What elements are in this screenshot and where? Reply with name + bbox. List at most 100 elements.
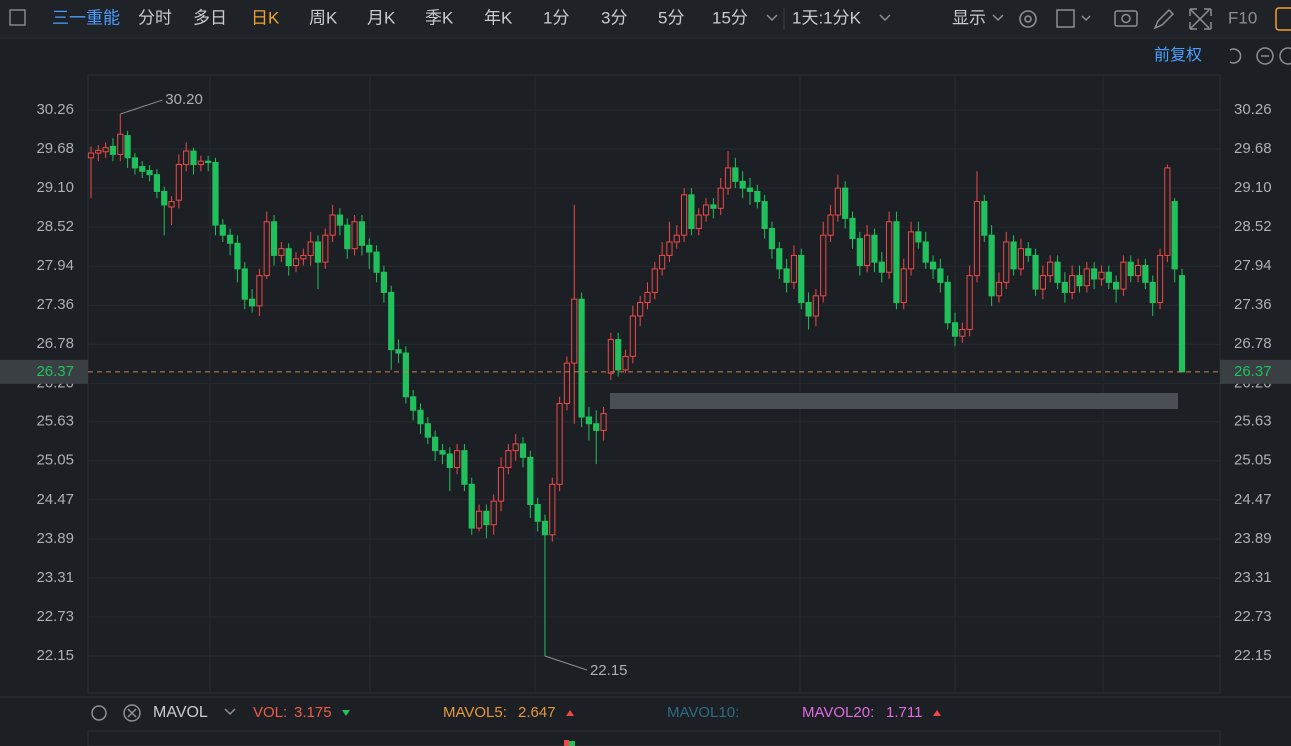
- indicator-close[interactable]: [123, 704, 141, 722]
- candle-body: [395, 349, 402, 354]
- y-tick-label-left: 29.68: [36, 140, 74, 157]
- period-tab[interactable]: 季K: [425, 8, 454, 27]
- candle-body: [864, 234, 871, 267]
- period-tab[interactable]: 分时: [138, 8, 172, 27]
- chevron[interactable]: [992, 14, 1004, 22]
- period-tab[interactable]: 多日: [193, 8, 227, 27]
- candle-body: [380, 271, 387, 293]
- interval[interactable]: 1天:1分K: [792, 8, 862, 27]
- candle-body: [981, 201, 988, 236]
- current-price-label-right: 26.37: [1234, 363, 1272, 380]
- camera-icon[interactable]: [1114, 10, 1138, 27]
- high-annotation: 30.20: [165, 91, 203, 108]
- candle-body: [475, 510, 483, 529]
- candle-body: [278, 248, 285, 256]
- chevron[interactable]: [879, 14, 891, 22]
- candle-body: [929, 261, 937, 270]
- y-tick-label-left: 22.73: [36, 608, 74, 625]
- sidebar-toggle[interactable]: [9, 9, 26, 26]
- y-tick-label-right: 26.78: [1234, 335, 1272, 352]
- candle-body: [871, 234, 878, 263]
- candle-body: [183, 150, 190, 166]
- candle-body: [1054, 261, 1061, 283]
- indicator-name[interactable]: MAVOL: [153, 704, 208, 721]
- vol-value: 3.175: [294, 704, 332, 721]
- chevron[interactable]: [224, 708, 236, 716]
- period-tab[interactable]: 1分: [543, 8, 569, 27]
- candle-body: [212, 162, 219, 226]
- candle-body: [490, 500, 497, 526]
- period-tab[interactable]: 年K: [484, 8, 513, 27]
- period-tab[interactable]: 15分: [712, 8, 748, 27]
- f10-button[interactable]: F10: [1228, 8, 1257, 27]
- candle-body: [878, 261, 885, 273]
- candle-body: [1156, 254, 1164, 304]
- y-tick-label-right: 27.94: [1234, 257, 1272, 274]
- candle-body: [439, 450, 446, 455]
- fullscreen-icon[interactable]: [1189, 8, 1212, 30]
- mavol20-value: 1.711: [886, 704, 922, 721]
- chevron[interactable]: [766, 14, 778, 22]
- candle-body: [900, 268, 907, 304]
- candle-body: [307, 241, 314, 256]
- y-tick-label-right: 28.52: [1234, 218, 1272, 235]
- candle-body: [695, 214, 702, 229]
- candle-body: [505, 450, 512, 468]
- candle-body: [1127, 261, 1134, 277]
- candle-body: [666, 241, 673, 256]
- candle-body: [680, 194, 688, 236]
- period-tab[interactable]: 3分: [601, 8, 627, 27]
- candle-body: [1032, 254, 1039, 290]
- candle-body: [944, 281, 951, 324]
- candle-body: [146, 170, 153, 176]
- candle-body: [842, 187, 849, 219]
- candle-body: [263, 221, 270, 277]
- stock-name[interactable]: 三一重能: [52, 8, 120, 27]
- candle-body: [1134, 265, 1142, 277]
- undo-icon[interactable]: [1229, 48, 1242, 64]
- zoom-in-icon[interactable]: [1279, 47, 1291, 65]
- display-menu[interactable]: 显示: [952, 8, 986, 27]
- candle-body: [600, 413, 607, 431]
- layout-icon[interactable]: [1056, 9, 1075, 28]
- candle-body: [856, 238, 863, 267]
- candle-body: [227, 234, 234, 244]
- y-tick-label-left: 30.26: [36, 101, 74, 118]
- y-tick-label-left: 27.94: [36, 257, 74, 274]
- y-tick-label-right: 29.10: [1234, 179, 1272, 196]
- candle-body: [168, 201, 175, 208]
- candle-body: [512, 443, 519, 452]
- candle-body: [805, 302, 812, 317]
- mavol10-label: MAVOL10:: [667, 704, 739, 721]
- candle-body: [1025, 248, 1032, 256]
- candle-body: [776, 248, 783, 270]
- current-price-label-left: 26.37: [36, 363, 74, 380]
- candle-body: [644, 291, 651, 304]
- period-tab[interactable]: 日K: [251, 8, 280, 27]
- candle-body: [973, 201, 981, 277]
- candle-body: [95, 149, 102, 154]
- indicator-settings[interactable]: [91, 705, 107, 721]
- draw-icon[interactable]: [1153, 8, 1175, 30]
- adjust-mode[interactable]: 前复权: [1154, 46, 1202, 64]
- candle-body: [1149, 281, 1156, 304]
- candle-body: [432, 436, 439, 452]
- candle-body: [190, 150, 197, 166]
- candle-body: [109, 145, 117, 155]
- candle-body: [336, 214, 344, 226]
- candle-body: [205, 160, 212, 164]
- edge-button[interactable]: [1275, 7, 1291, 31]
- zoom-out-icon[interactable]: [1256, 47, 1274, 65]
- chevron[interactable]: [1081, 15, 1091, 22]
- period-tab[interactable]: 周K: [309, 8, 338, 27]
- candle-body: [746, 187, 754, 192]
- candle-body: [790, 254, 798, 283]
- candle-body: [1091, 268, 1098, 280]
- period-tab[interactable]: 5分: [658, 8, 684, 27]
- y-tick-label-left: 28.52: [36, 218, 74, 235]
- y-tick-label-right: 23.31: [1234, 569, 1272, 586]
- period-tab[interactable]: 月K: [367, 8, 396, 27]
- candle-body: [1069, 275, 1076, 293]
- settings-icon[interactable]: [1019, 10, 1037, 28]
